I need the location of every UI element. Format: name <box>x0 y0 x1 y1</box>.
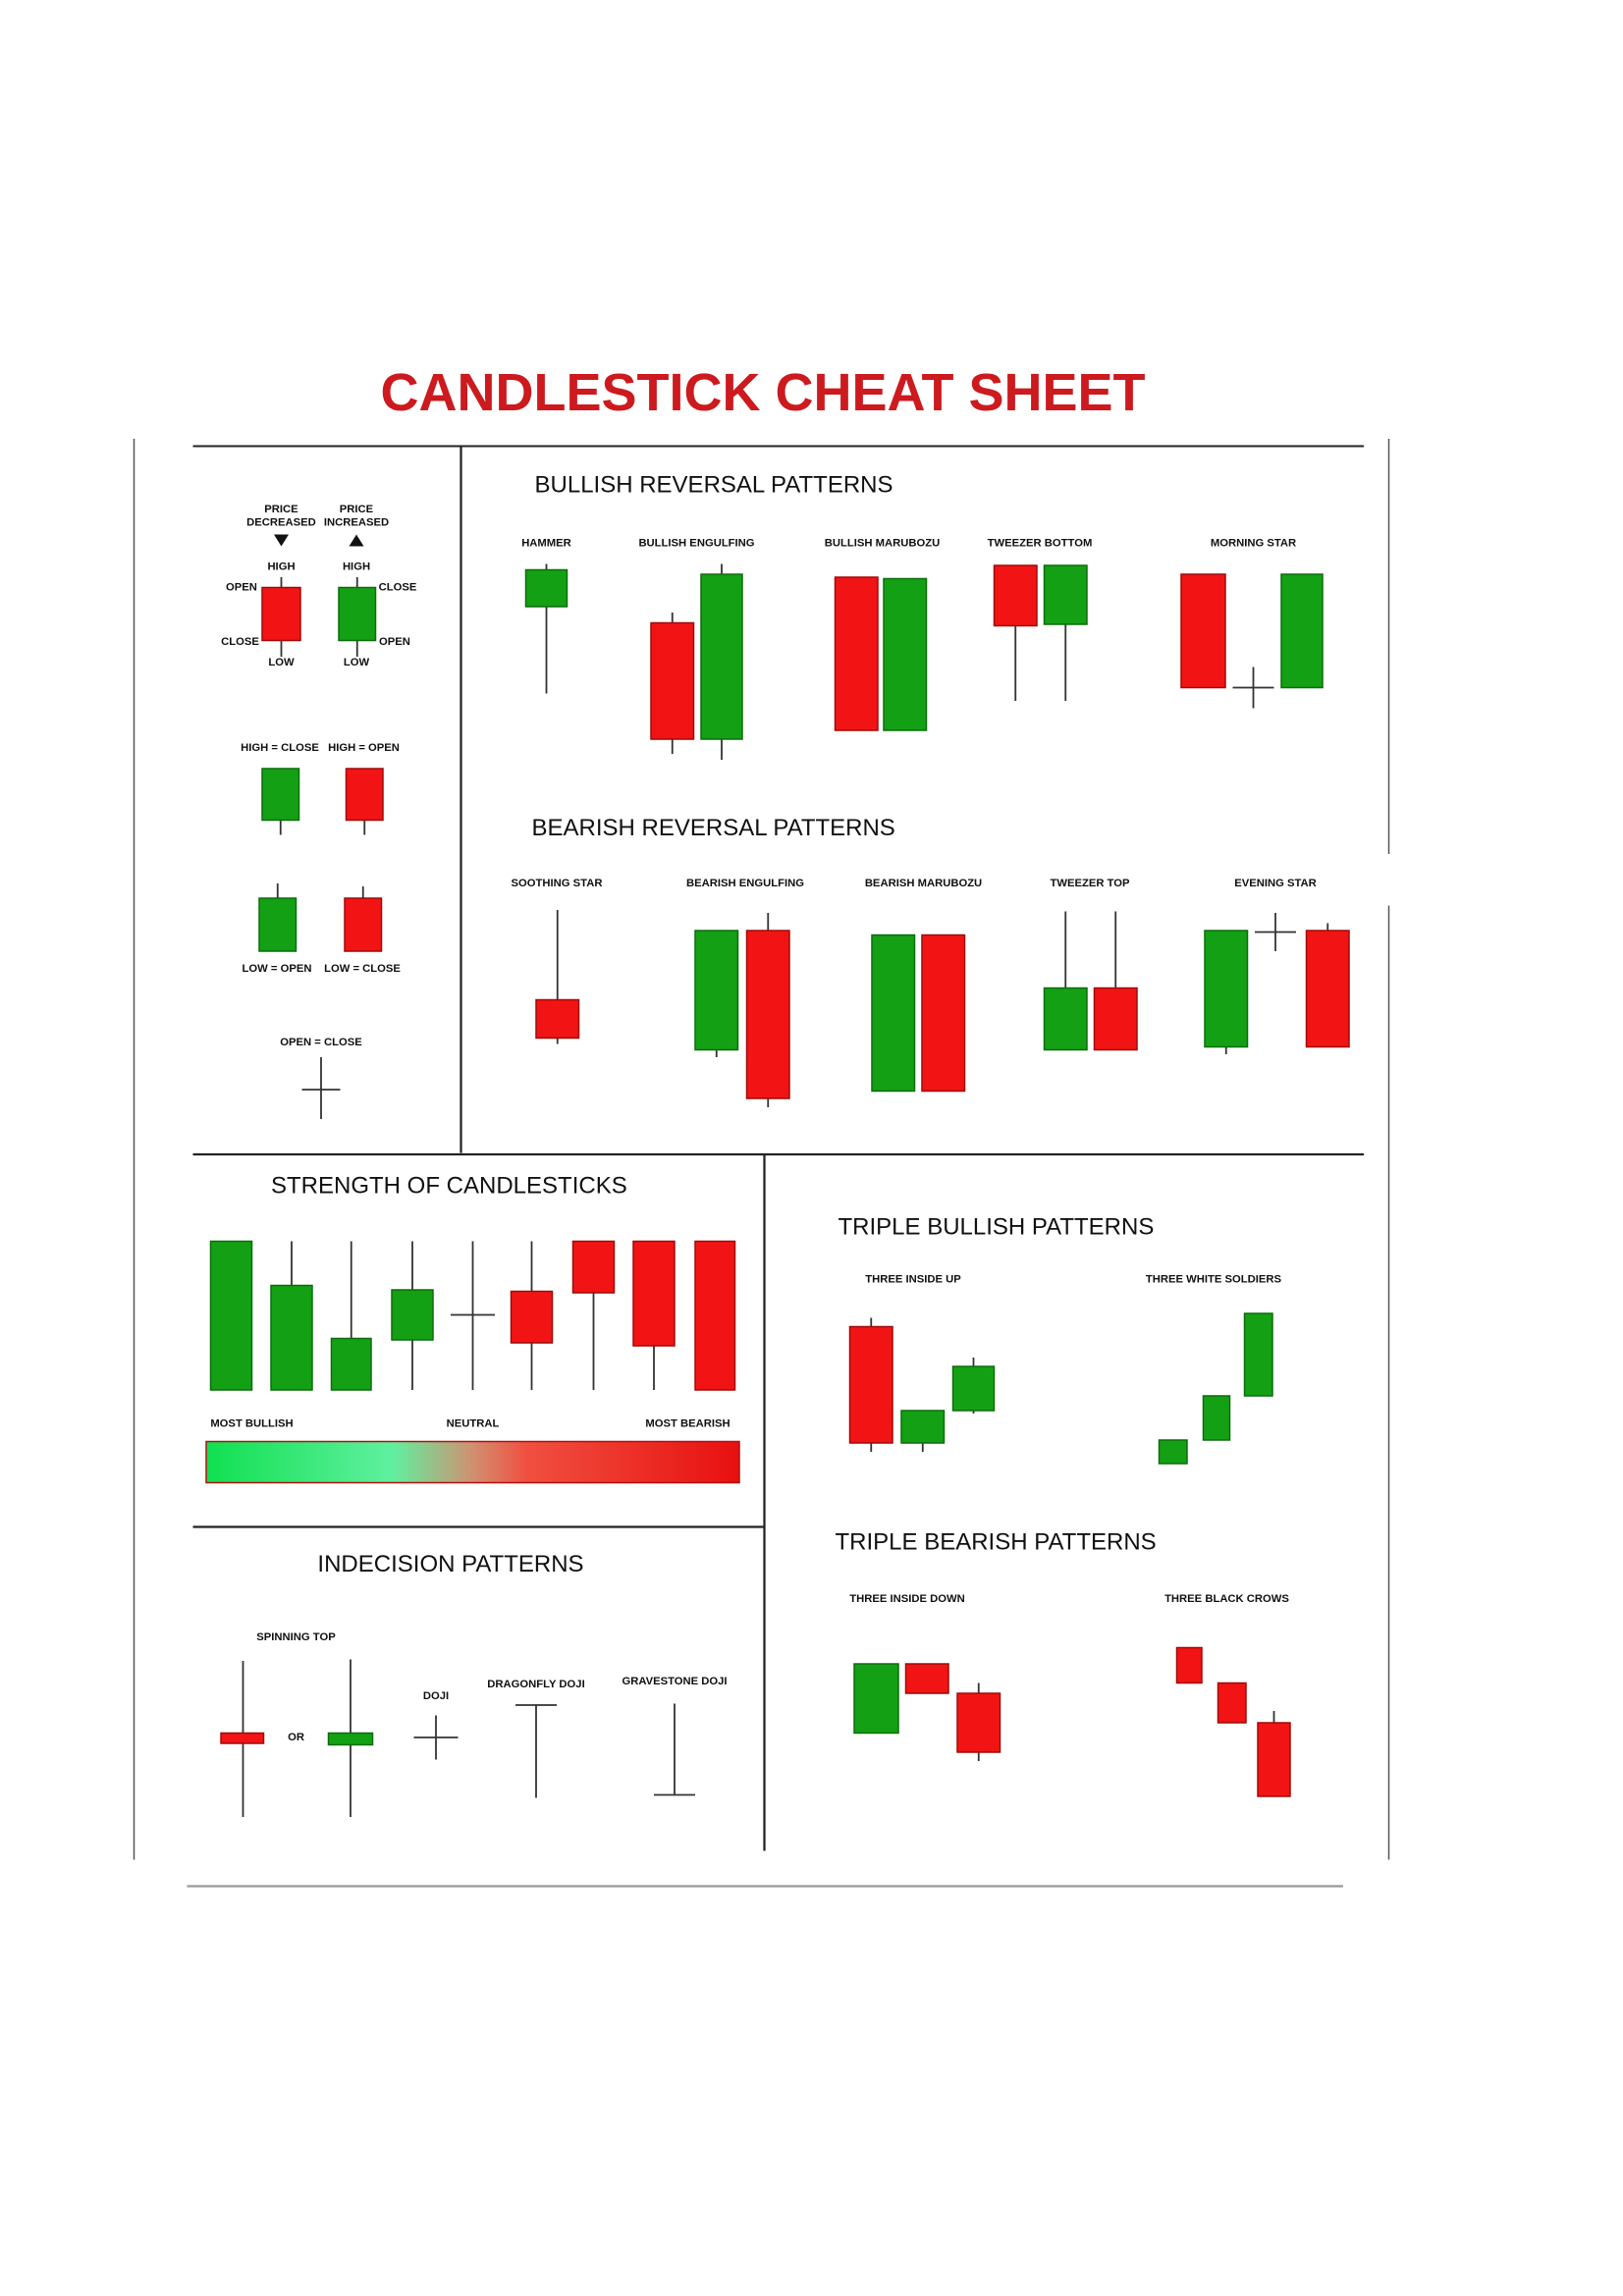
label: GRAVESTONE DOJI <box>622 1676 727 1687</box>
candle <box>1043 987 1088 1051</box>
candle <box>834 576 879 731</box>
label: DOJI <box>423 1690 449 1702</box>
label: TRIPLE BEARISH PATTERNS <box>836 1528 1157 1555</box>
label: CLOSE <box>221 636 259 648</box>
candle <box>1204 930 1249 1048</box>
label: HIGH = CLOSE <box>241 742 319 754</box>
candle <box>1217 1682 1247 1724</box>
arrow-down <box>274 534 289 547</box>
page-title: CANDLESTICK CHEAT SHEET <box>380 363 1145 422</box>
candle <box>1043 564 1088 625</box>
candle <box>1158 1439 1188 1465</box>
label: SPINNING TOP <box>256 1631 336 1643</box>
label: HIGH <box>343 561 370 572</box>
label: OPEN <box>379 636 410 648</box>
label: PRICE <box>340 504 374 515</box>
candle <box>571 1240 616 1294</box>
candle <box>694 1240 736 1391</box>
candle <box>330 1337 372 1391</box>
label: INDECISION PATTERNS <box>317 1551 583 1577</box>
label: THREE INSIDE UP <box>865 1273 961 1285</box>
candle <box>871 934 916 1093</box>
candle <box>338 586 377 642</box>
label: HIGH <box>267 561 295 572</box>
label: BEARISH REVERSAL PATTERNS <box>532 815 895 841</box>
candle <box>270 1284 313 1391</box>
label: STRENGTH OF CANDLESTICKS <box>271 1172 627 1199</box>
label: THREE WHITE SOLDIERS <box>1146 1273 1282 1285</box>
candle <box>1257 1722 1291 1797</box>
label: TWEEZER TOP <box>1050 878 1130 889</box>
label: NEUTRAL <box>447 1417 500 1429</box>
label: EVENING STAR <box>1234 878 1317 889</box>
candle <box>951 1365 996 1412</box>
candle <box>632 1240 676 1347</box>
label: THREE BLACK CROWS <box>1164 1593 1289 1605</box>
candle <box>524 568 568 608</box>
label: LOW = CLOSE <box>324 963 401 975</box>
label: BEARISH MARUBOZU <box>865 878 982 889</box>
label: BULLISH MARUBOZU <box>825 537 940 549</box>
candle <box>700 573 743 740</box>
candle <box>694 930 739 1051</box>
label: INCREASED <box>324 516 389 528</box>
candle <box>1175 1646 1203 1684</box>
candle <box>1180 573 1226 689</box>
label: BEARISH ENGULFING <box>686 878 804 889</box>
candle <box>344 897 383 952</box>
label: DECREASED <box>246 516 316 528</box>
candle <box>853 1663 899 1735</box>
label: HIGH = OPEN <box>328 742 400 754</box>
label: MOST BULLISH <box>210 1417 293 1429</box>
label: LOW = OPEN <box>243 963 312 975</box>
label: OR <box>288 1732 304 1743</box>
candle <box>993 564 1038 627</box>
label: TRIPLE BULLISH PATTERNS <box>839 1213 1155 1240</box>
candle <box>261 768 300 822</box>
candle <box>900 1410 946 1444</box>
label: THREE INSIDE DOWN <box>849 1593 965 1605</box>
candle <box>327 1732 374 1746</box>
candle <box>650 621 695 740</box>
label: OPEN = CLOSE <box>280 1037 362 1048</box>
candle <box>1093 987 1138 1051</box>
label: LOW <box>344 657 370 668</box>
candle <box>883 577 928 731</box>
strength-scale <box>205 1440 740 1484</box>
candle <box>1202 1395 1231 1441</box>
candle <box>904 1663 949 1694</box>
label: TWEEZER BOTTOM <box>988 537 1093 549</box>
label: CLOSE <box>379 581 417 593</box>
label: SOOTHING STAR <box>512 878 603 889</box>
label: LOW <box>268 657 295 668</box>
candle <box>220 1732 265 1744</box>
candle <box>1305 930 1350 1048</box>
candle <box>345 768 384 822</box>
candle <box>391 1289 434 1341</box>
label: BULLISH ENGULFING <box>638 537 754 549</box>
label: HAMMER <box>521 537 571 549</box>
label: BULLISH REVERSAL PATTERNS <box>535 471 893 498</box>
candle <box>1280 573 1324 689</box>
candle <box>956 1692 1001 1753</box>
candle <box>745 930 790 1099</box>
candle <box>535 998 580 1040</box>
candle <box>209 1240 253 1391</box>
candle <box>258 897 298 952</box>
label: MOST BEARISH <box>645 1417 730 1429</box>
candle <box>510 1290 554 1344</box>
candle <box>261 586 301 642</box>
arrow-up <box>349 534 364 547</box>
label: PRICE <box>264 504 298 515</box>
candle <box>1243 1312 1273 1397</box>
candle <box>921 934 966 1093</box>
label: OPEN <box>226 581 257 593</box>
label: DRAGONFLY DOJI <box>487 1679 584 1690</box>
label: MORNING STAR <box>1211 537 1296 549</box>
candle <box>848 1325 893 1444</box>
